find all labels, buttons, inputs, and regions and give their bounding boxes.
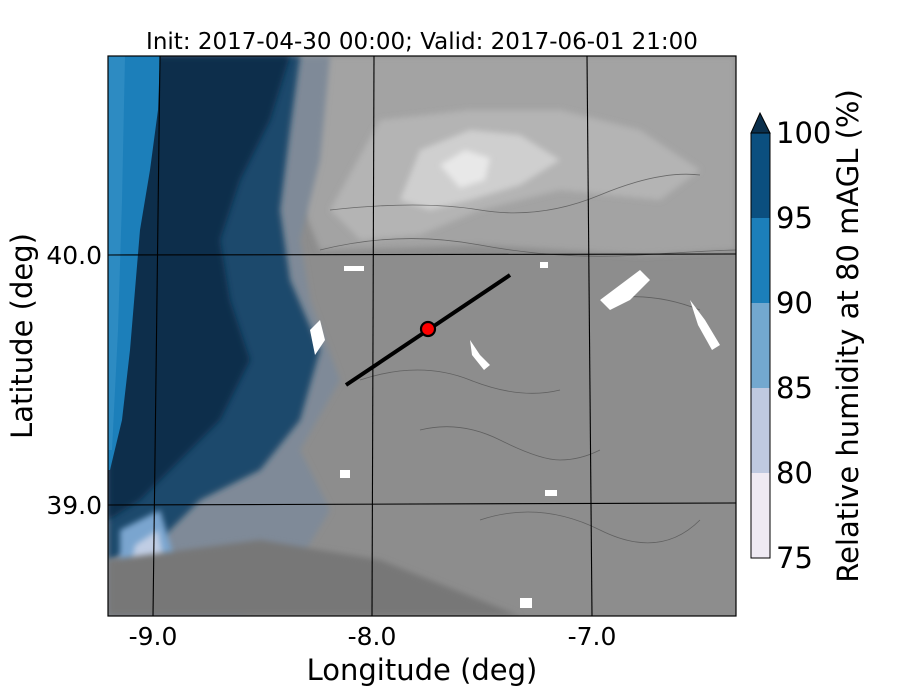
- colorbar-frame: [750, 132, 771, 559]
- x-axis-label: Longitude (deg): [307, 653, 538, 687]
- colorbar-tick-label: 80: [776, 456, 813, 490]
- x-tick-label: -8.0: [348, 622, 397, 651]
- x-tick-label: -9.0: [129, 622, 178, 651]
- site-marker: [419, 320, 437, 338]
- dark-blue-region: [108, 56, 290, 520]
- x-tick-label: -7.0: [568, 622, 617, 651]
- colorbar-tick-label: 75: [776, 541, 813, 575]
- map-frame: [107, 55, 737, 617]
- no-data-specks: [310, 262, 720, 608]
- colorbar-tick-label: 90: [776, 286, 813, 320]
- colorbar-bin-80-85: [751, 388, 770, 473]
- peak-region: [440, 150, 490, 188]
- contour-lines: [319, 173, 736, 544]
- colorbar-bin-95-100: [751, 133, 770, 218]
- colorbar-extend-arrow: [750, 111, 771, 134]
- y-axis-label: Latitude (deg): [5, 233, 39, 439]
- colorbar: 100 95 90 85 80 75 Relative humidity at …: [750, 89, 865, 583]
- y-tick-label: 39.0: [46, 491, 102, 520]
- plot-title: Init: 2017-04-30 00:00; Valid: 2017-06-0…: [146, 29, 698, 55]
- colorbar-bin-90-95: [751, 218, 770, 303]
- colorbar-tick-label: 100: [776, 116, 831, 150]
- colorbar-label: Relative humidity at 80 mAGL (%): [831, 89, 865, 583]
- colorbar-bin-75-80: [751, 473, 770, 558]
- colorbar-bin-85-90: [751, 303, 770, 388]
- map-panel: [108, 56, 736, 616]
- colorbar-tick-label: 85: [776, 371, 813, 405]
- ocean-strip: [108, 56, 125, 450]
- y-tick-label: 40.0: [46, 241, 102, 270]
- graticule: [108, 56, 736, 616]
- colorbar-tick-label: 95: [776, 201, 813, 235]
- southern-gray-region: [108, 540, 520, 616]
